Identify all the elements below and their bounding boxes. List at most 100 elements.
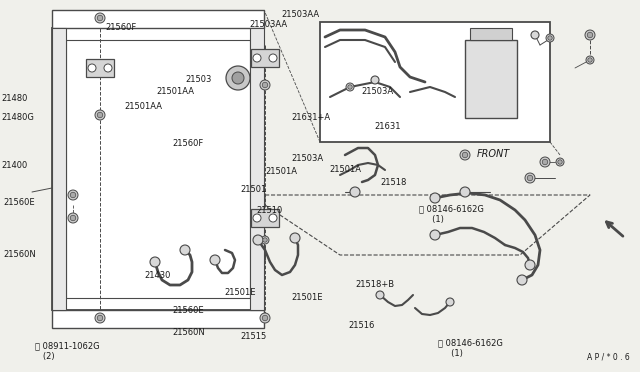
Circle shape (253, 54, 261, 62)
Circle shape (525, 260, 535, 270)
Text: 21503AA: 21503AA (282, 10, 320, 19)
Bar (251, 209, 279, 227)
Circle shape (95, 13, 105, 23)
Text: 21503: 21503 (186, 76, 212, 84)
Circle shape (460, 187, 470, 197)
Circle shape (180, 245, 190, 255)
Circle shape (262, 82, 268, 88)
Text: 21560E: 21560E (3, 198, 35, 207)
Circle shape (95, 110, 105, 120)
Text: 21480G: 21480G (1, 113, 34, 122)
Circle shape (97, 15, 103, 21)
Text: 21510: 21510 (256, 206, 282, 215)
Circle shape (588, 32, 593, 38)
Circle shape (376, 291, 384, 299)
Text: 21503AA: 21503AA (250, 20, 288, 29)
Text: 21503A: 21503A (362, 87, 394, 96)
Circle shape (210, 255, 220, 265)
Circle shape (68, 190, 78, 200)
Circle shape (531, 31, 539, 39)
Circle shape (97, 112, 103, 118)
Bar (251, 49, 279, 67)
Circle shape (262, 315, 268, 321)
Bar (52, 28, 66, 310)
Circle shape (68, 213, 78, 223)
Bar (465, 40, 517, 118)
Circle shape (542, 159, 548, 165)
Circle shape (104, 64, 112, 72)
Bar (66, 40, 250, 298)
Text: 21480: 21480 (1, 94, 28, 103)
Circle shape (260, 313, 270, 323)
Text: A P / * 0 . 6: A P / * 0 . 6 (588, 353, 630, 362)
Text: 21560F: 21560F (173, 139, 204, 148)
Circle shape (70, 215, 76, 221)
Bar (86, 59, 114, 77)
Bar (320, 22, 550, 142)
Text: 21503A: 21503A (291, 154, 323, 163)
Circle shape (346, 83, 354, 91)
Circle shape (546, 34, 554, 42)
Text: 21400: 21400 (1, 161, 28, 170)
Circle shape (525, 173, 535, 183)
Text: ⓝ 08911-1062G
   (2): ⓝ 08911-1062G (2) (35, 342, 100, 361)
Circle shape (348, 85, 352, 89)
Bar (250, 28, 264, 310)
Text: 21518: 21518 (381, 178, 407, 187)
Text: 21560E: 21560E (173, 306, 204, 315)
Text: 21560N: 21560N (173, 328, 205, 337)
Circle shape (253, 214, 261, 222)
Circle shape (95, 313, 105, 323)
Circle shape (70, 192, 76, 198)
Circle shape (290, 233, 300, 243)
Bar (52, 28, 264, 310)
Circle shape (430, 230, 440, 240)
Circle shape (527, 175, 532, 181)
Circle shape (460, 150, 470, 160)
Text: Ⓢ 08146-6162G
     (1): Ⓢ 08146-6162G (1) (419, 204, 484, 224)
Circle shape (88, 64, 96, 72)
Text: 21631+A: 21631+A (291, 113, 330, 122)
Circle shape (588, 58, 592, 62)
Circle shape (350, 187, 360, 197)
Circle shape (269, 54, 277, 62)
Circle shape (585, 30, 595, 40)
Text: 21560N: 21560N (3, 250, 36, 259)
Circle shape (269, 214, 277, 222)
Circle shape (260, 80, 270, 90)
Text: 21501AA: 21501AA (157, 87, 195, 96)
Text: 21631: 21631 (374, 122, 401, 131)
Bar (470, 28, 512, 40)
Circle shape (446, 298, 454, 306)
Text: 21560F: 21560F (106, 23, 137, 32)
Text: 21515: 21515 (240, 332, 266, 341)
Circle shape (558, 160, 562, 164)
Circle shape (540, 157, 550, 167)
Text: 21501A: 21501A (330, 165, 362, 174)
Circle shape (556, 158, 564, 166)
Bar (52, 310, 264, 328)
Circle shape (232, 72, 244, 84)
Text: 21518+B: 21518+B (355, 280, 394, 289)
Circle shape (97, 315, 103, 321)
Circle shape (586, 56, 594, 64)
Circle shape (226, 66, 250, 90)
Bar (52, 10, 264, 28)
Text: 21501E: 21501E (291, 293, 323, 302)
Circle shape (462, 152, 468, 158)
Text: 21501AA: 21501AA (125, 102, 163, 110)
Circle shape (263, 238, 268, 242)
Circle shape (261, 236, 269, 244)
Circle shape (517, 275, 527, 285)
Text: Ⓢ 08146-6162G
     (1): Ⓢ 08146-6162G (1) (438, 338, 503, 357)
Text: FRONT: FRONT (477, 150, 510, 159)
Circle shape (371, 76, 379, 84)
Text: 21516: 21516 (349, 321, 375, 330)
Text: 21430: 21430 (144, 271, 170, 280)
Circle shape (150, 257, 160, 267)
Circle shape (430, 193, 440, 203)
Text: 21501E: 21501E (224, 288, 255, 296)
Circle shape (253, 235, 263, 245)
Text: 21501A: 21501A (266, 167, 298, 176)
Circle shape (548, 36, 552, 40)
